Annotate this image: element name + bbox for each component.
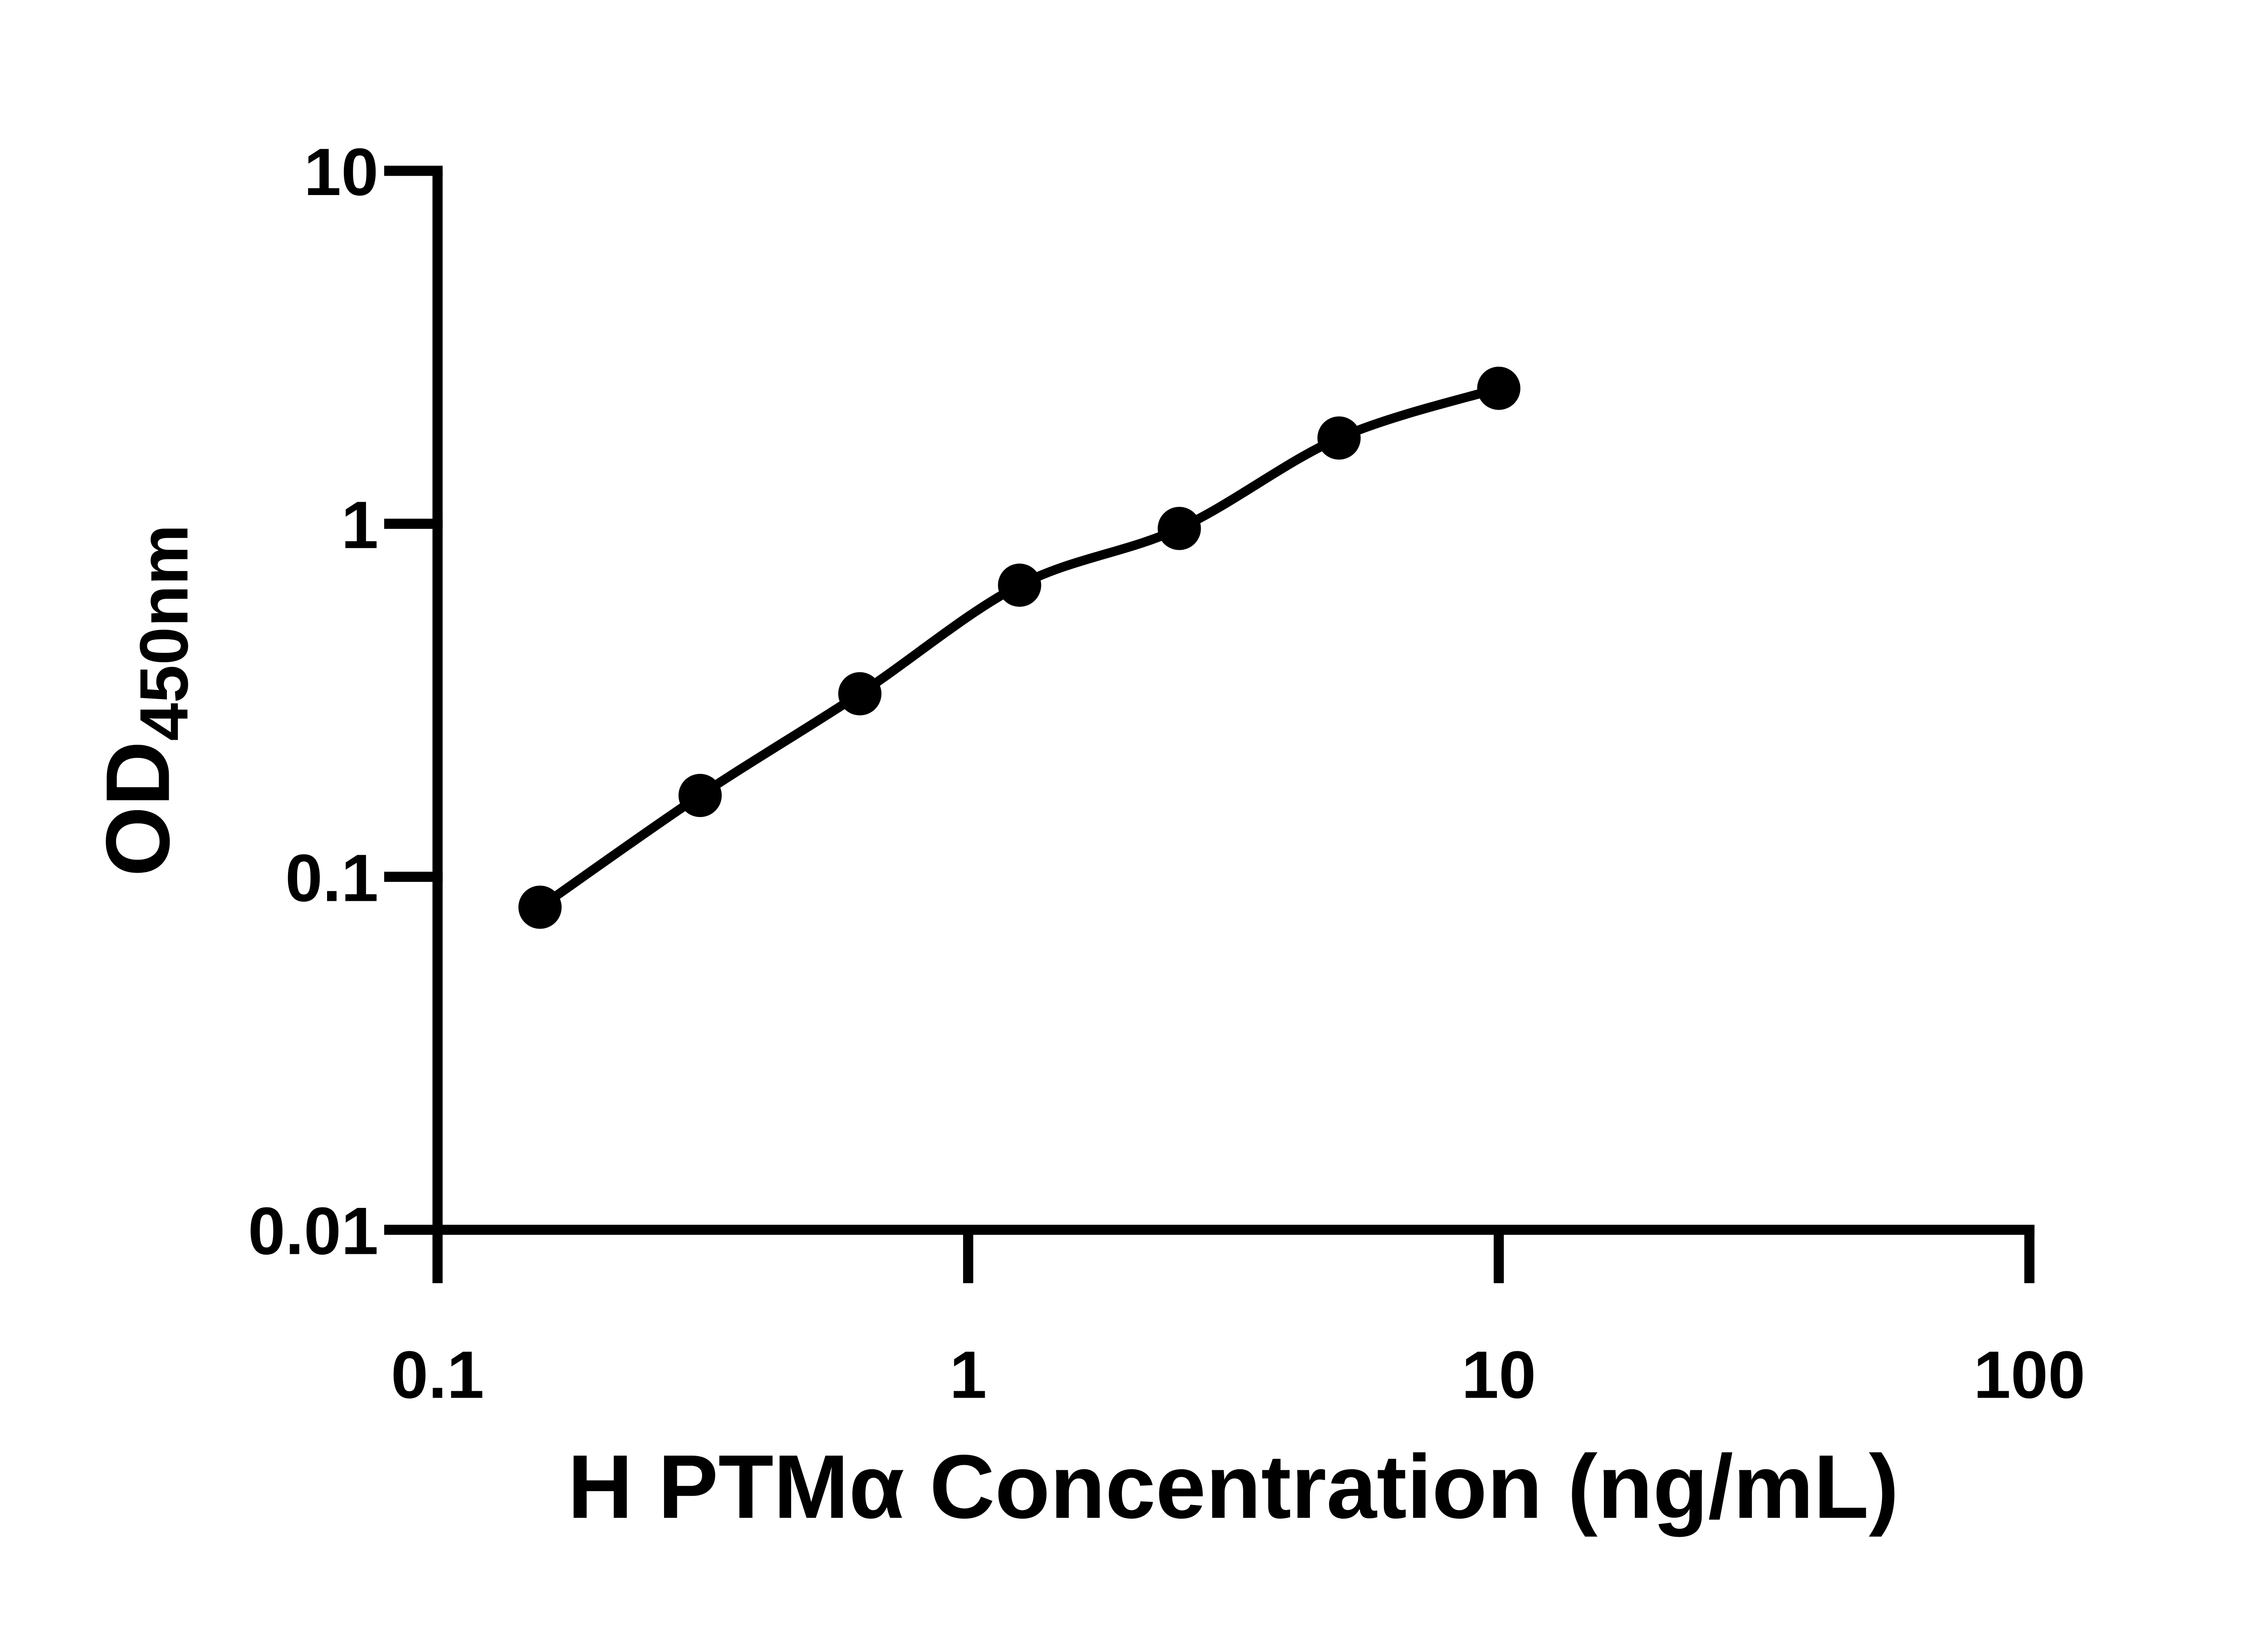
y-tick-label-0.1: 0.1 [285,841,378,915]
chart-background [0,22,2268,1611]
data-point-6 [1477,367,1520,410]
x-tick-label-0.1: 0.1 [391,1338,484,1413]
y-tick-label-1: 1 [341,488,378,562]
y-tick-label-0.01: 0.01 [248,1194,379,1269]
data-point-1 [678,773,722,817]
y-axis-title: OD450nm [88,524,202,877]
x-tick-label-100: 100 [1974,1338,2086,1413]
y-axis-title-subscript: 450nm [126,524,202,741]
x-tick-label-1: 1 [949,1338,987,1413]
data-point-4 [1158,507,1201,550]
data-point-3 [998,563,1041,607]
x-axis-title: H PTMα Concentration (ng/mL) [567,1437,1899,1537]
data-point-2 [838,672,882,716]
x-tick-label-10: 10 [1461,1338,1536,1413]
data-point-0 [518,885,562,929]
y-tick-label-10: 10 [304,135,378,210]
data-point-5 [1317,416,1361,460]
y-axis-title-main: OD [88,741,188,877]
